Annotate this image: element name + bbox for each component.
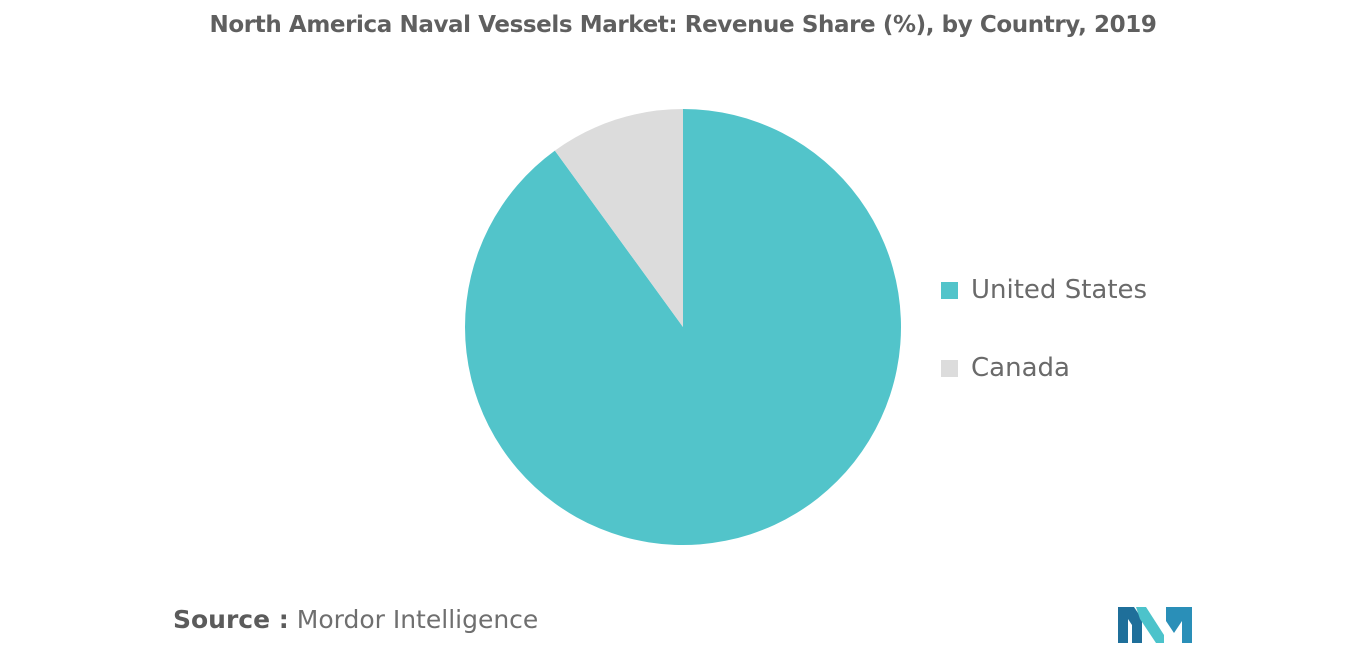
legend-label-canada: Canada: [971, 353, 1070, 383]
source-text: Mordor Intelligence: [296, 605, 539, 634]
chart-title: North America Naval Vessels Market: Reve…: [209, 12, 1157, 38]
pie-slice-united-states[interactable]: [464, 109, 901, 545]
legend-swatch-united-states: [941, 281, 958, 299]
mordor-intelligence-logo-icon: [1118, 607, 1192, 643]
legend-item-united-states[interactable]: United States: [941, 270, 1147, 310]
source-prefix: Source :: [173, 605, 289, 634]
logo-shape-right: [1166, 607, 1192, 643]
source-note: Source : Mordor Intelligence: [173, 605, 538, 634]
legend: United States Canada: [941, 270, 1147, 426]
logo-shape-left: [1118, 607, 1142, 643]
legend-swatch-canada: [941, 359, 958, 377]
logo-shape-middle: [1136, 607, 1164, 643]
legend-label-united-states: United States: [971, 275, 1148, 305]
pie-slice-canada[interactable]: [554, 109, 683, 327]
legend-item-canada[interactable]: Canada: [941, 348, 1147, 388]
